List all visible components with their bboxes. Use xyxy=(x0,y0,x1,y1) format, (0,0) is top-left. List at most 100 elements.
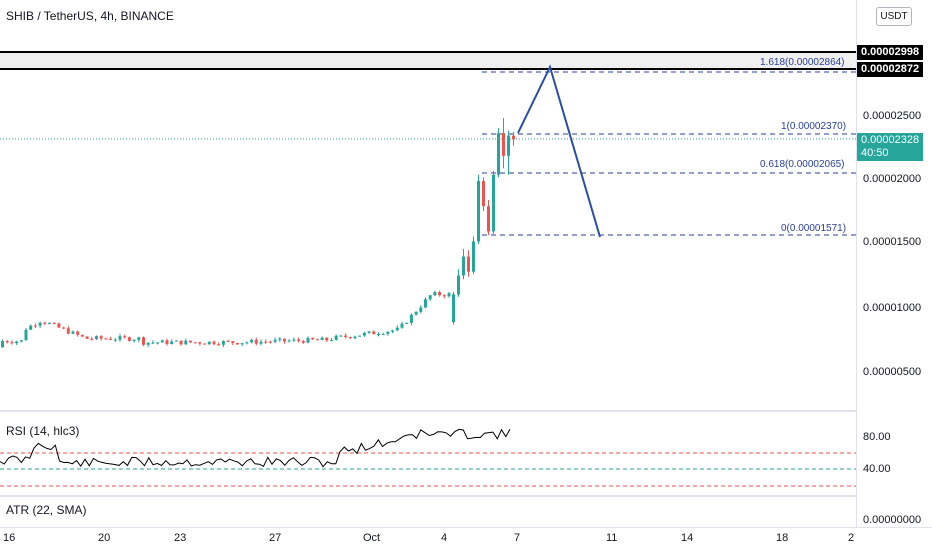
time-label: 14 xyxy=(681,532,694,544)
candle-body xyxy=(15,341,19,344)
candle-body xyxy=(433,292,437,296)
candle-body xyxy=(301,340,305,343)
candle-body xyxy=(24,329,28,341)
candle-body xyxy=(80,334,84,337)
time-label: 2 xyxy=(848,532,855,544)
candle-body xyxy=(315,339,319,341)
candle-body xyxy=(160,340,164,343)
candle-body xyxy=(5,341,9,343)
time-label: Oct xyxy=(363,532,381,544)
price-label: 0.00001500 xyxy=(863,236,922,248)
candle-body xyxy=(259,341,263,344)
candle-body xyxy=(287,340,291,342)
candle-body xyxy=(127,337,131,341)
candle-body xyxy=(146,342,150,345)
fib-label-1618[interactable]: 1.618(0.00002864) xyxy=(760,57,845,68)
candle-body xyxy=(283,338,286,342)
price-axis[interactable]: 0.00002500 0.00002000 0.00001500 0.00001… xyxy=(856,0,932,527)
candle-body xyxy=(95,336,98,339)
candle-body xyxy=(142,337,145,345)
candle-body xyxy=(419,307,423,312)
candle-body xyxy=(221,341,225,345)
candle-body xyxy=(1,341,4,348)
candle-body xyxy=(482,181,485,207)
candle-body xyxy=(62,327,66,329)
candle-body xyxy=(386,331,390,334)
last-price-tag: 0.00002328 40:50 xyxy=(857,133,923,161)
candle-body xyxy=(123,336,127,338)
candle-body xyxy=(372,331,376,335)
candle-body xyxy=(467,256,470,272)
candle-body xyxy=(492,174,495,232)
atr-axis-label: 0.00000000 xyxy=(863,514,922,526)
time-axis[interactable]: 16 20 23 27 Oct 4 7 11 14 18 2 xyxy=(0,527,932,551)
fib-label-0618[interactable]: 0.618(0.00002065) xyxy=(760,159,845,170)
last-price: 0.00002328 xyxy=(861,134,920,146)
time-label: 7 xyxy=(514,532,521,544)
rsi-title[interactable]: RSI (14, hlc3) xyxy=(6,424,80,438)
symbol-title[interactable]: SHIB / TetherUS, 4h, BINANCE xyxy=(6,9,174,23)
candle-body xyxy=(170,341,174,345)
candle-body xyxy=(512,135,515,140)
candle-body xyxy=(184,340,188,345)
candle-body xyxy=(353,336,357,339)
zone-top-price-tag: 0.00002998 xyxy=(857,45,923,60)
rsi-axis-label: 80.00 xyxy=(863,431,891,443)
candle-body xyxy=(320,337,324,340)
candle-body xyxy=(43,322,47,324)
candle-body xyxy=(231,341,235,343)
zone-bottom-price-tag: 0.00002872 xyxy=(857,62,923,77)
candle-body xyxy=(487,206,490,232)
currency-button[interactable]: USDT xyxy=(876,7,912,26)
time-label: 23 xyxy=(174,532,187,544)
pane-separator[interactable] xyxy=(0,410,932,412)
candle-body xyxy=(217,344,221,346)
candle-body xyxy=(10,342,14,344)
atr-pane[interactable] xyxy=(0,497,856,527)
candle-body xyxy=(33,325,37,327)
candle-body xyxy=(71,331,75,334)
candle-body xyxy=(212,341,216,345)
candle-body xyxy=(334,335,338,340)
candle-body xyxy=(381,333,385,335)
candle-body xyxy=(339,335,343,337)
candle-body xyxy=(462,256,465,276)
candle-body xyxy=(165,340,169,345)
candle-body xyxy=(57,323,61,328)
candle-body xyxy=(344,335,348,338)
candle-body xyxy=(174,340,178,342)
time-label: 27 xyxy=(269,532,282,544)
price-label: 0.00001000 xyxy=(863,302,922,314)
candle-body xyxy=(90,338,94,340)
candle-body xyxy=(207,341,211,345)
candle-body xyxy=(109,338,113,340)
fib-label-0[interactable]: 0(0.00001571) xyxy=(781,223,847,234)
time-label: 20 xyxy=(98,532,111,544)
candle-body xyxy=(442,295,446,297)
candle-body xyxy=(311,337,315,340)
candle-body xyxy=(245,342,249,344)
candle-body xyxy=(424,299,427,308)
time-label: 18 xyxy=(776,532,789,544)
fib-label-1[interactable]: 1(0.00002370) xyxy=(781,121,847,132)
candle-body xyxy=(502,133,505,156)
candle-body xyxy=(156,342,160,344)
bar-countdown: 40:50 xyxy=(861,147,889,159)
candle-body xyxy=(292,339,296,341)
candle-body xyxy=(240,343,244,345)
target-zone xyxy=(0,52,856,69)
candle-body xyxy=(428,295,432,300)
candle-body xyxy=(29,325,33,330)
candle-body xyxy=(348,337,352,339)
candle-body xyxy=(278,338,282,340)
candle-body xyxy=(325,337,329,341)
candle-body xyxy=(203,343,207,345)
pane-separator[interactable] xyxy=(0,495,932,497)
price-label: 0.00000500 xyxy=(863,366,922,378)
candle-body xyxy=(226,341,230,343)
atr-title[interactable]: ATR (22, SMA) xyxy=(6,503,87,517)
candle-body xyxy=(38,322,42,326)
candle-body xyxy=(367,331,371,333)
candle-body xyxy=(250,339,254,343)
